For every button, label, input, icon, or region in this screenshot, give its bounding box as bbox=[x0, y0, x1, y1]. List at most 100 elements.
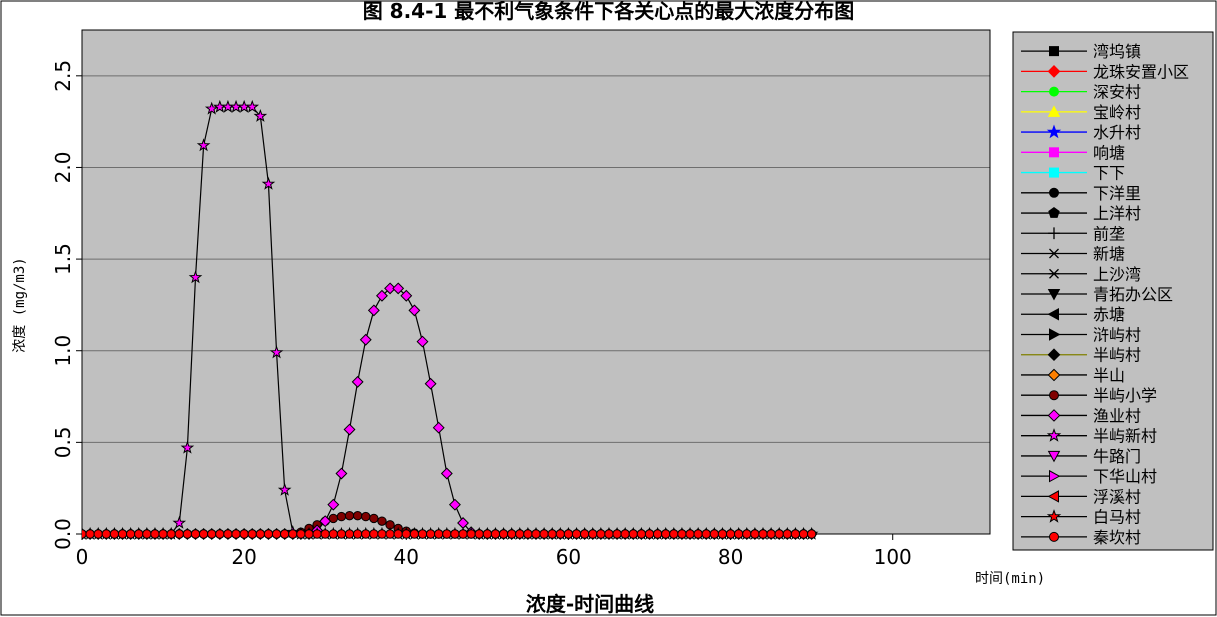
data-point-24-7 bbox=[134, 529, 144, 539]
data-point-17-34 bbox=[352, 510, 363, 521]
data-point-24-34 bbox=[352, 529, 363, 539]
data-point-24-86 bbox=[774, 529, 784, 539]
data-point-19-12 bbox=[172, 515, 187, 529]
data-point-24-62 bbox=[579, 529, 590, 539]
data-point-24-30 bbox=[320, 529, 330, 539]
y-tick-label-0: 0.0 bbox=[51, 518, 75, 550]
data-point-24-46 bbox=[450, 529, 460, 539]
data-point-24-38 bbox=[385, 529, 395, 539]
data-point-24-83 bbox=[750, 529, 760, 539]
data-point-24-40 bbox=[401, 529, 411, 539]
data-point-19-16 bbox=[204, 101, 219, 115]
data-point-24-63 bbox=[588, 529, 598, 539]
data-point-18-33 bbox=[343, 423, 356, 436]
data-point-24-85 bbox=[766, 529, 776, 539]
legend-marker-11 bbox=[1048, 268, 1060, 279]
legend-item-15: 半屿村 bbox=[1021, 346, 1141, 365]
y-tick-label-5: 2.5 bbox=[51, 60, 75, 92]
data-point-24-32 bbox=[336, 529, 347, 539]
data-point-18-37 bbox=[376, 289, 388, 302]
x-tick-label-2: 40 bbox=[394, 545, 419, 569]
y-tick-label-4: 2.0 bbox=[51, 152, 75, 184]
legend-label-18: 渔业村 bbox=[1093, 406, 1141, 425]
data-point-24-5 bbox=[117, 529, 128, 539]
legend-marker-7 bbox=[1049, 187, 1059, 198]
data-point-24-26 bbox=[288, 529, 298, 539]
legend-item-8: 上洋村 bbox=[1021, 204, 1141, 223]
data-point-17-37 bbox=[377, 516, 387, 526]
data-point-19-15 bbox=[196, 138, 211, 152]
data-point-24-56 bbox=[531, 529, 541, 539]
legend-label-3: 宝岭村 bbox=[1093, 103, 1141, 122]
legend-marker-2 bbox=[1049, 86, 1059, 97]
legend-item-3: 宝岭村 bbox=[1021, 103, 1141, 122]
legend-label-16: 半山 bbox=[1093, 366, 1125, 385]
data-point-24-43 bbox=[425, 529, 436, 539]
legend-item-9: 前垄 bbox=[1021, 224, 1125, 243]
legend-label-17: 半屿小学 bbox=[1093, 386, 1157, 405]
data-point-24-64 bbox=[596, 529, 606, 539]
data-point-24-57 bbox=[539, 529, 549, 539]
data-point-17-33 bbox=[344, 510, 355, 521]
legend-item-22: 浮溪村 bbox=[1021, 487, 1141, 506]
data-point-24-16 bbox=[207, 529, 217, 539]
legend-marker-20 bbox=[1047, 450, 1061, 463]
legend-label-7: 下洋里 bbox=[1093, 184, 1141, 203]
data-point-24-76 bbox=[693, 529, 703, 539]
legend-label-22: 浮溪村 bbox=[1093, 487, 1141, 506]
data-point-24-87 bbox=[782, 529, 793, 539]
legend-label-4: 水升村 bbox=[1093, 123, 1141, 142]
legend-label-10: 新塘 bbox=[1093, 245, 1125, 264]
data-point-24-45 bbox=[442, 529, 452, 539]
legend-marker-1 bbox=[1047, 65, 1061, 78]
data-point-19-14 bbox=[188, 270, 203, 284]
legend-item-1: 龙珠安置小区 bbox=[1021, 62, 1189, 81]
data-point-24-13 bbox=[182, 529, 193, 539]
legend-label-15: 半屿村 bbox=[1093, 346, 1141, 365]
data-point-24-48 bbox=[466, 529, 476, 539]
data-point-24-29 bbox=[312, 529, 322, 539]
data-point-24-69 bbox=[636, 529, 647, 539]
legend-item-5: 响塘 bbox=[1021, 143, 1125, 162]
legend-marker-10 bbox=[1049, 248, 1059, 259]
data-point-24-61 bbox=[571, 529, 582, 539]
data-point-19-13 bbox=[180, 440, 195, 454]
data-point-24-9 bbox=[150, 529, 160, 539]
data-point-24-6 bbox=[125, 529, 136, 539]
legend-item-21: 下华山村 bbox=[1021, 467, 1157, 486]
x-tick-label-0: 0 bbox=[76, 545, 89, 569]
legend-item-13: 赤塘 bbox=[1021, 305, 1125, 324]
data-point-24-82 bbox=[742, 529, 752, 539]
legend-label-21: 下华山村 bbox=[1093, 467, 1157, 486]
legend-item-23: 白马村 bbox=[1021, 508, 1141, 527]
data-point-24-4 bbox=[109, 529, 120, 539]
data-point-24-11 bbox=[166, 529, 176, 539]
data-point-24-52 bbox=[498, 529, 509, 539]
legend-item-19: 半屿新村 bbox=[1021, 427, 1157, 446]
legend-item-11: 上沙湾 bbox=[1021, 265, 1141, 284]
data-point-17-35 bbox=[361, 511, 371, 522]
data-point-24-31 bbox=[328, 529, 339, 539]
data-point-18-31 bbox=[327, 498, 340, 511]
legend-marker-14 bbox=[1049, 328, 1061, 341]
data-point-24-68 bbox=[628, 529, 638, 539]
data-point-18-36 bbox=[367, 304, 380, 317]
legend-item-24: 秦坎村 bbox=[1021, 528, 1141, 547]
legend-marker-4 bbox=[1046, 124, 1062, 139]
legend-item-2: 深安村 bbox=[1021, 83, 1141, 102]
y-tick-label-3: 1.5 bbox=[51, 243, 75, 275]
data-point-18-38 bbox=[384, 282, 397, 295]
legend-marker-9 bbox=[1048, 227, 1060, 240]
data-point-24-36 bbox=[369, 529, 379, 539]
data-point-24-88 bbox=[790, 529, 801, 539]
x-tick-label-5: 100 bbox=[874, 545, 912, 569]
data-point-24-71 bbox=[652, 529, 663, 539]
legend-marker-8 bbox=[1048, 207, 1060, 218]
data-point-24-10 bbox=[158, 529, 168, 539]
y-tick-label-2: 1.0 bbox=[51, 335, 75, 367]
data-point-24-79 bbox=[717, 529, 728, 539]
legend-marker-22 bbox=[1047, 490, 1059, 503]
plot-area bbox=[82, 30, 990, 534]
